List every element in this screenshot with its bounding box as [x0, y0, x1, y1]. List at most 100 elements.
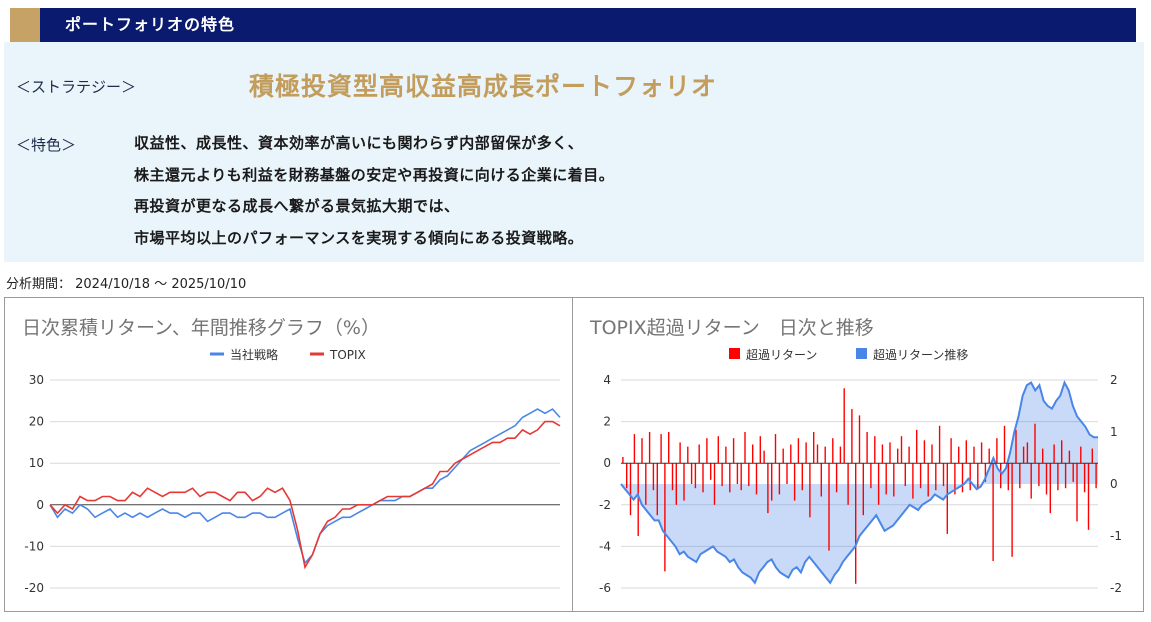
excess-return-bar	[1042, 448, 1044, 464]
chart-title: 日次累積リターン、年間推移グラフ（%）	[22, 317, 380, 339]
excess-return-bar	[690, 463, 693, 484]
excess-return-bar	[984, 463, 987, 482]
excess-return-bar	[927, 463, 929, 497]
excess-return-bar	[942, 463, 945, 487]
y-tick-label: 4	[603, 373, 611, 387]
excess-return-bar	[881, 444, 884, 464]
excess-return-bar	[675, 463, 677, 505]
excess-return-bar	[801, 463, 803, 491]
excess-return-bar	[1007, 463, 1009, 491]
excess-return-bar	[813, 432, 815, 464]
excess-return-bar	[664, 463, 666, 572]
y2-tick-label: -2	[1110, 581, 1122, 595]
y-tick-label: 0	[603, 456, 611, 470]
excess-return-bar	[1038, 463, 1040, 487]
excess-return-bar	[958, 446, 960, 464]
legend-swatch	[729, 348, 740, 359]
excess-return-bar	[832, 438, 834, 464]
y-tick-label: -20	[24, 581, 44, 595]
excess-return-bar	[755, 463, 758, 495]
excess-return-bar	[786, 463, 788, 484]
excess-return-bar	[1000, 463, 1002, 489]
excess-return-bar	[839, 446, 842, 464]
excess-return-bar	[1030, 463, 1032, 499]
y2-tick-label: -1	[1110, 529, 1122, 543]
excess-return-bar	[885, 463, 887, 495]
excess-return-bar	[961, 463, 964, 493]
excess-return-bar	[969, 463, 971, 491]
excess-return-bar	[626, 463, 628, 489]
excess-return-bar	[702, 463, 704, 493]
excess-return-bar	[694, 463, 697, 489]
excess-return-bar	[683, 463, 685, 501]
y-tick-label: 10	[29, 456, 44, 470]
excess-return-bar	[996, 438, 998, 464]
excess-return-bar	[870, 463, 872, 489]
excess-return-bar	[740, 463, 742, 491]
excess-return-bar	[645, 463, 647, 505]
excess-return-bar	[877, 463, 880, 505]
excess-return-bar	[843, 388, 845, 464]
excess-return-bar	[706, 438, 708, 464]
excess-return-bar	[622, 457, 624, 464]
excess-return-bar	[1095, 463, 1097, 489]
excess-return-bar	[862, 463, 864, 516]
excess-return-bar	[1076, 463, 1078, 522]
cumulative-return-chart: 日次累積リターン、年間推移グラフ（%） 当社戦略 TOPIX 30 20 10 0 -10 -2…	[22, 317, 561, 595]
excess-return-bar	[1026, 442, 1029, 464]
series-line-topix	[49, 420, 561, 570]
legend-swatch	[856, 348, 867, 359]
excess-return-bar	[1053, 444, 1055, 464]
excess-return-bar	[935, 463, 937, 491]
strategy-info-box: ＜ストラテジー＞ 積極投資型高収益高成長ポートフォリオ ＜特色＞ 収益性、成長性…	[4, 42, 1144, 262]
excess-return-bar	[736, 463, 739, 484]
y-tick-label: -4	[599, 539, 611, 553]
excess-return-bar	[717, 436, 719, 464]
excess-return-bar	[938, 425, 941, 464]
excess-return-bar	[725, 446, 727, 464]
excess-return-bar	[1049, 463, 1051, 514]
excess-return-bar	[973, 446, 975, 464]
strategy-name: 積極投資型高収益高成長ポートフォリオ	[249, 72, 718, 101]
feature-line: 再投資が更なる成長へ繋がる景気拡大期では、	[134, 197, 460, 215]
y2-tick-label: 2	[1110, 373, 1118, 387]
excess-trend-area	[621, 382, 1098, 583]
excess-return-bar	[824, 446, 826, 464]
excess-return-bar	[950, 438, 952, 464]
excess-return-bar	[1083, 463, 1086, 493]
y2-tick-label: 1	[1110, 425, 1118, 439]
excess-return-bar	[835, 463, 838, 493]
cumulative-return-chart-panel: 日次累積リターン、年間推移グラフ（%） 当社戦略 TOPIX 30 20 10 0 -10 -2…	[4, 297, 574, 612]
excess-return-bar	[778, 463, 781, 495]
excess-return-bar	[919, 463, 922, 489]
excess-return-bar	[648, 432, 651, 464]
excess-return-bar	[1072, 463, 1074, 482]
excess-return-bar	[916, 429, 918, 464]
excess-return-bar	[855, 463, 857, 584]
excess-return-bar	[1022, 446, 1025, 464]
excess-return-bar	[656, 463, 658, 516]
excess-trend-line	[620, 380, 1098, 585]
excess-return-bar	[847, 463, 849, 505]
excess-return-bar	[698, 444, 700, 464]
y-tick-label: -6	[599, 581, 611, 595]
excess-return-bar	[744, 432, 746, 464]
excess-return-bar	[763, 450, 765, 464]
y2-tick-label: 0	[1110, 477, 1118, 491]
excess-return-bar	[1080, 446, 1082, 464]
y-tick-label: -10	[24, 539, 44, 553]
excess-return-bar	[687, 446, 689, 464]
excess-return-bar	[671, 463, 674, 491]
y-tick-label: 20	[29, 415, 44, 429]
legend-label: 超過リターン推移	[873, 347, 968, 362]
excess-return-bar	[633, 434, 636, 464]
excess-return-bar	[851, 409, 853, 464]
excess-return-bar	[748, 463, 750, 487]
excess-return-bar	[679, 442, 681, 464]
strategy-label: ＜ストラテジー＞	[16, 78, 137, 96]
excess-return-bar	[965, 440, 967, 464]
legend-label: TOPIX	[329, 348, 366, 362]
excess-return-bar	[954, 463, 956, 495]
excess-return-bar	[668, 432, 670, 464]
